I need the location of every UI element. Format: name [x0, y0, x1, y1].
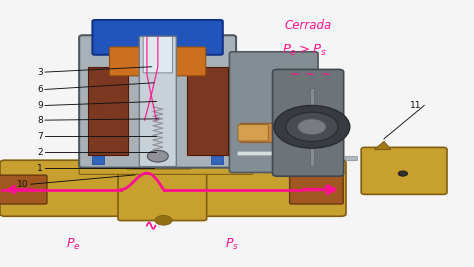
FancyBboxPatch shape [361, 147, 447, 194]
FancyBboxPatch shape [345, 156, 357, 161]
Text: $\sim\sim\sim$: $\sim\sim\sim$ [287, 67, 331, 80]
FancyBboxPatch shape [79, 35, 236, 168]
Circle shape [274, 105, 350, 148]
FancyBboxPatch shape [273, 69, 344, 176]
FancyBboxPatch shape [79, 159, 253, 174]
FancyBboxPatch shape [229, 52, 318, 172]
FancyBboxPatch shape [92, 20, 223, 55]
FancyBboxPatch shape [139, 36, 176, 167]
Text: $P_e$: $P_e$ [66, 237, 81, 252]
Circle shape [398, 171, 408, 176]
Circle shape [155, 215, 172, 225]
Text: $P_e > P_s$: $P_e > P_s$ [282, 43, 327, 58]
Text: 3: 3 [37, 68, 43, 77]
FancyBboxPatch shape [240, 123, 274, 142]
Text: 8: 8 [37, 116, 43, 125]
Text: 1: 1 [37, 164, 43, 173]
Text: 6: 6 [37, 85, 43, 94]
Text: 10: 10 [17, 180, 28, 189]
Text: 11: 11 [410, 101, 422, 110]
Text: Cerrada: Cerrada [284, 19, 332, 32]
Polygon shape [374, 142, 391, 150]
FancyBboxPatch shape [88, 67, 128, 155]
FancyBboxPatch shape [127, 157, 191, 169]
FancyBboxPatch shape [237, 151, 310, 155]
FancyBboxPatch shape [211, 156, 223, 164]
Text: 7: 7 [37, 132, 43, 141]
Text: 9: 9 [37, 101, 43, 110]
FancyBboxPatch shape [143, 37, 173, 73]
FancyBboxPatch shape [109, 47, 206, 76]
FancyBboxPatch shape [0, 175, 47, 204]
FancyBboxPatch shape [92, 156, 104, 164]
FancyBboxPatch shape [290, 175, 343, 204]
FancyBboxPatch shape [310, 88, 314, 166]
Text: $P_s$: $P_s$ [225, 237, 239, 252]
FancyBboxPatch shape [118, 159, 207, 221]
Circle shape [286, 112, 338, 142]
Circle shape [298, 119, 326, 135]
FancyBboxPatch shape [187, 67, 228, 155]
FancyBboxPatch shape [238, 125, 268, 141]
FancyBboxPatch shape [0, 160, 346, 216]
Circle shape [147, 150, 168, 162]
Text: 2: 2 [37, 148, 43, 157]
